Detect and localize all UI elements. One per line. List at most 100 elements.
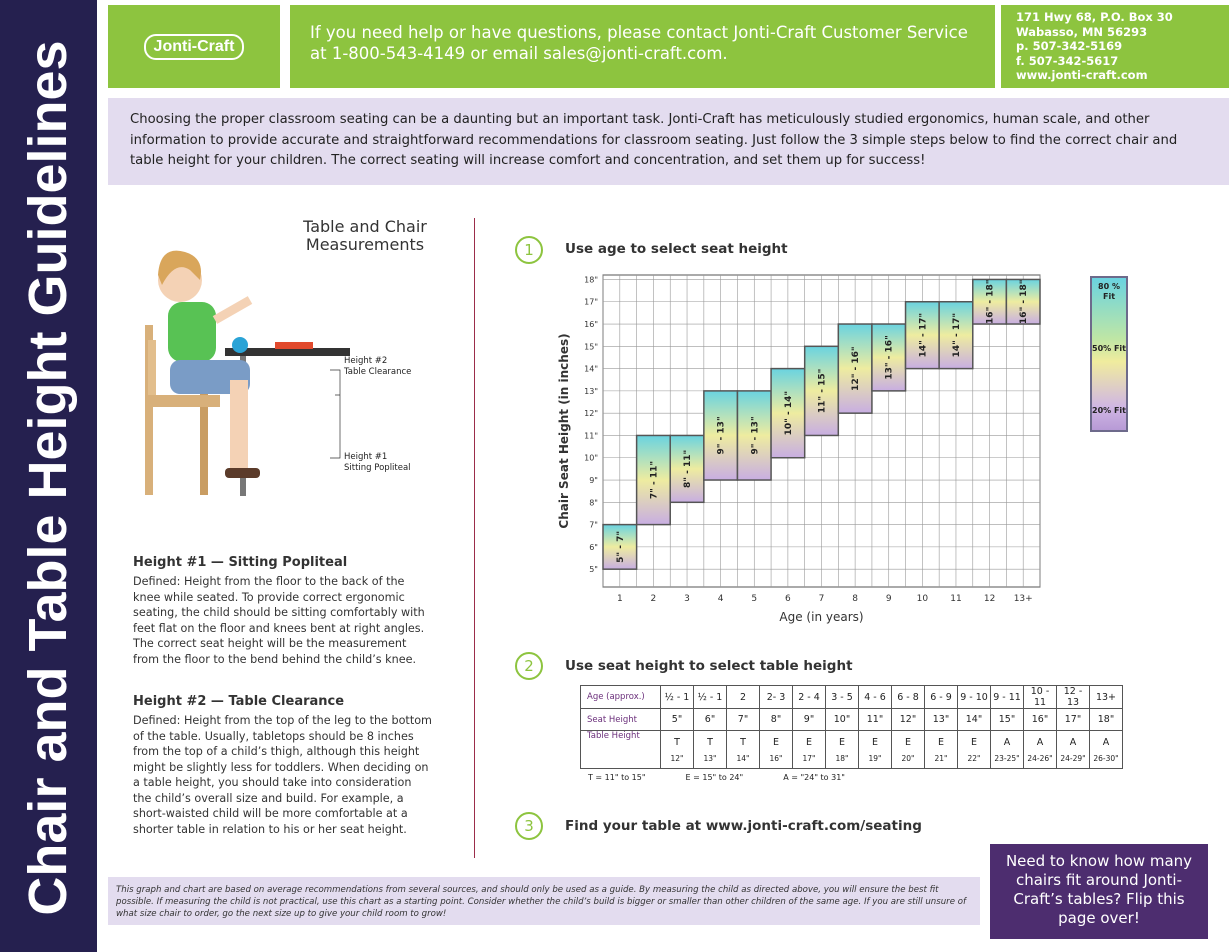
seat-cell: 14": [957, 708, 991, 731]
range-bar: [837, 323, 873, 414]
x-tick-label: 1: [617, 594, 623, 604]
bar-label: 5" - 7": [616, 531, 626, 563]
table-inches: 13": [703, 753, 717, 763]
table-letter: T: [740, 736, 746, 748]
range-bar: [703, 390, 739, 481]
seat-cell: 5": [660, 708, 694, 731]
age-cell: 2 - 4: [792, 685, 826, 709]
table-inches: 24-29": [1060, 753, 1086, 763]
table-row: Table Height T 12" T 13" T 14" E 16" E 17" E 18" E 19"…: [580, 730, 1123, 769]
sidebar-title: Chair and Table Height Guidelines: [18, 40, 78, 916]
x-tick-label: 12: [984, 594, 995, 604]
y-tick-label: 18": [584, 275, 598, 284]
paragraph: Defined: Height from the top of the leg …: [133, 714, 432, 836]
step-number: 2: [515, 652, 543, 680]
table-height-cell: T 13": [693, 730, 727, 769]
address: 171 Hwy 68, P.O. Box 30 Wabasso, MN 5629…: [1001, 5, 1229, 88]
bar-label: 12" - 16": [851, 346, 861, 390]
bar-label: 16" - 18": [1019, 280, 1029, 324]
table-letter: E: [805, 736, 812, 748]
illustration: [145, 250, 350, 496]
table-height-cell: T 14": [726, 730, 760, 769]
label-line: Height #2: [344, 356, 388, 366]
table-height-cell: T 12": [660, 730, 694, 769]
range-bar: [871, 323, 907, 392]
seat-cell: 17": [1056, 708, 1090, 731]
y-tick-label: 11": [584, 431, 598, 440]
table-height-cell: E 22": [957, 730, 991, 769]
table-height-cell: A 24-29": [1056, 730, 1090, 769]
table-letter: A: [1036, 736, 1044, 748]
table-inches: 21": [934, 753, 948, 763]
heading: Height #2 — Table Clearance: [133, 694, 345, 709]
divider: [474, 218, 475, 858]
y-tick-label: 16": [584, 320, 598, 329]
seat-cell: 9": [792, 708, 826, 731]
range-bar: [669, 434, 705, 504]
footnote: This graph and chart are based on averag…: [108, 877, 980, 925]
bar-label: 14" - 17": [918, 313, 928, 357]
bar-label: 9" - 13": [750, 416, 760, 454]
table-letter: E: [838, 736, 845, 748]
seat-cell: 7": [726, 708, 760, 731]
x-tick-label: 4: [718, 594, 724, 604]
x-tick-label: 11: [950, 594, 961, 604]
label-line: Table Clearance: [344, 367, 412, 377]
step-title: Use age to select seat height: [565, 241, 788, 257]
bar-label: 16" - 18": [986, 280, 996, 324]
bar-label: 8" - 11": [683, 450, 693, 488]
y-tick-label: 9": [589, 476, 598, 485]
row-label: Seat Height: [580, 708, 661, 731]
table-inches: 18": [835, 753, 849, 763]
step-number: 1: [515, 236, 543, 264]
bar-label: 10" - 14": [784, 391, 794, 435]
x-tick-label: 2: [651, 594, 657, 604]
bar-label: 9" - 13": [717, 416, 727, 454]
y-tick-label: 6": [589, 543, 598, 552]
table-height-cell: E 20": [891, 730, 925, 769]
seat-cell: 12": [891, 708, 925, 731]
table-inches: 24-26": [1027, 753, 1053, 763]
y-tick-label: 17": [584, 298, 598, 307]
table-height-cell: E 16": [759, 730, 793, 769]
table-letter: E: [937, 736, 944, 748]
table-inches: 20": [901, 753, 915, 763]
age-cell: ½ - 1: [660, 685, 694, 709]
height1-label: Height #1 Sitting Popliteal: [344, 452, 411, 474]
logo: Jonti-Craft: [108, 5, 280, 88]
logo-text: Jonti-Craft: [143, 33, 245, 60]
range-bar: [904, 300, 940, 370]
table-inches: 22": [967, 753, 981, 763]
x-tick-label: 13+: [1014, 594, 1033, 604]
x-axis-title: Age (in years): [779, 610, 863, 624]
height2: Height #2 — Table Clearance Defined: Hei…: [133, 694, 433, 837]
legend-label: 50% Fit: [1092, 344, 1126, 353]
intro: Choosing the proper classroom seating ca…: [108, 98, 1229, 185]
table-inches: 16": [769, 753, 783, 763]
range-bar: [1005, 278, 1041, 325]
table-height-cell: E 19": [858, 730, 892, 769]
y-tick-label: 8": [589, 498, 598, 507]
seat-cell: 15": [990, 708, 1024, 731]
bar-label: 14" - 17": [952, 313, 962, 357]
row-label: Age (approx.): [580, 685, 661, 709]
table-inches: 26-30": [1093, 753, 1119, 763]
label-line: Sitting Popliteal: [344, 463, 411, 473]
age-cell: 3 - 5: [825, 685, 859, 709]
table-inches: 23-25": [994, 753, 1020, 763]
callout: Need to know how many chairs fit around …: [990, 844, 1208, 939]
step-number: 3: [515, 812, 543, 840]
age-cell: 6 - 9: [924, 685, 958, 709]
seat-cell: 10": [825, 708, 859, 731]
y-tick-label: 15": [584, 342, 598, 351]
fit-legend: 80 % Fit 50% Fit 20% Fit: [1090, 276, 1128, 432]
x-tick-label: 8: [852, 594, 858, 604]
age-cell: 10 - 11: [1023, 685, 1057, 709]
measurements-title: Table and Chair Measurements: [303, 217, 427, 254]
bar-label: 7" - 11": [649, 461, 659, 499]
table-height-cell: A 26-30": [1089, 730, 1123, 769]
age-cell: 12 - 13: [1056, 685, 1090, 709]
heading: Height #1 — Sitting Popliteal: [133, 555, 348, 570]
